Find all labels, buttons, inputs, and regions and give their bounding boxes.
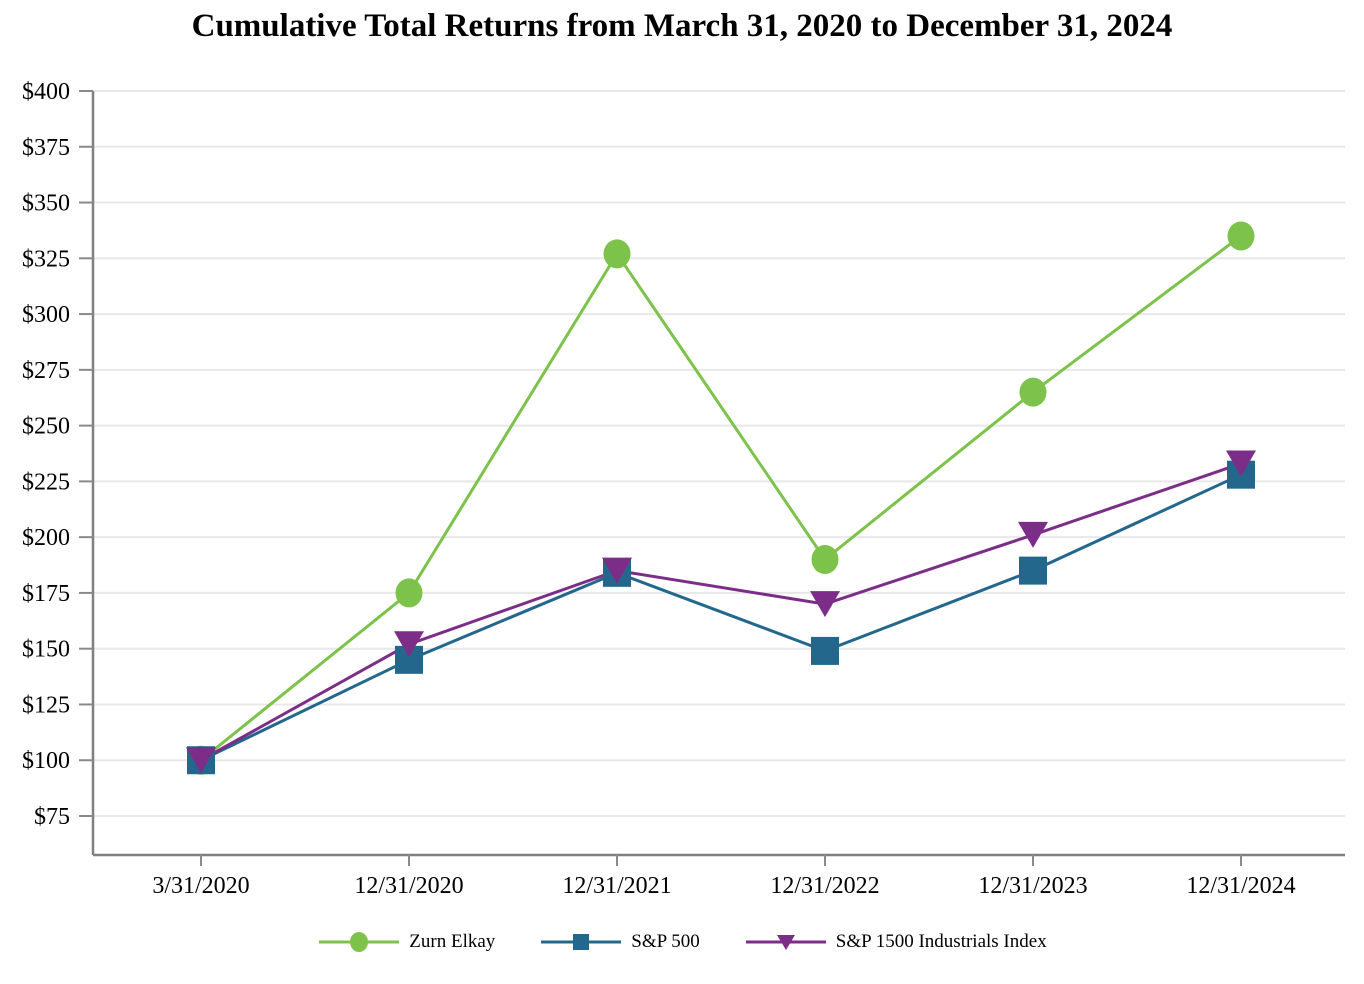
x-axis-tick-label: 12/31/2024 [1186,873,1295,899]
data-point-marker-zurn-elkay [603,239,631,269]
legend-square-marker-icon [541,934,622,950]
y-axis-tick-label: $100 [22,748,70,774]
cumulative-returns-line-chart: $400 $375 $350 $325 $300 $275 $250 $225 $200 $175… [22,79,1345,899]
y-axis-tick-label: $275 [22,358,70,384]
y-axis-tick-label: $300 [22,302,70,328]
legend-triangle-glyph [776,935,795,950]
y-axis-tick-label: $200 [22,525,70,551]
data-point-marker-zurn-elkay [395,578,423,608]
legend-triangle-marker-icon [745,935,826,950]
x-axis-tick-label: 12/31/2023 [978,873,1087,899]
chart-legend: Zurn Elkay S&P 500 S&P 1500 Industrials … [0,929,1364,955]
series-line-s-p-1500-industrials-index [200,462,1242,762]
x-axis-tick-label: 12/31/2020 [354,873,463,899]
legend-item-sp500: S&P 500 [539,929,700,955]
data-point-marker-s-p-500 [811,636,839,665]
legend-label-zurn-elkay: Zurn Elkay [409,931,496,952]
legend-label-sp500: S&P 500 [631,931,700,952]
data-point-marker-zurn-elkay [811,544,839,574]
data-point-marker-s-p-1500-industrials-index [810,591,840,618]
y-axis-tick-label: $150 [22,637,70,663]
legend-item-sp1500-industrials: S&P 1500 Industrials Index [744,929,1047,955]
data-point-marker-s-p-1500-industrials-index [1226,450,1256,477]
y-axis-tick-label: $225 [22,469,70,495]
y-axis-tick-label: $400 [22,79,70,105]
y-axis-tick-label: $325 [22,246,70,272]
data-point-marker-s-p-1500-industrials-index [394,631,424,658]
chart-title: Cumulative Total Returns from March 31, … [191,8,1173,44]
y-axis-tick-label: $375 [22,135,70,161]
data-point-marker-s-p-1500-industrials-index [1018,521,1048,548]
legend-circle-glyph [350,932,369,952]
legend-label-sp1500-industrials: S&P 1500 Industrials Index [835,931,1047,952]
y-axis-tick-label: $75 [34,804,70,830]
x-axis-tick-label: 3/31/2020 [152,873,249,899]
legend-item-zurn-elkay: Zurn Elkay [317,929,495,955]
legend-square-glyph [573,934,590,950]
series-line-s-p-500 [200,473,1242,762]
y-axis-tick-label: $350 [22,191,70,217]
data-point-marker-zurn-elkay [1227,221,1255,251]
legend-circle-marker-icon [319,932,400,952]
data-point-marker-zurn-elkay [1019,377,1047,407]
y-axis-tick-label: $175 [22,581,70,607]
data-point-marker-s-p-500 [1019,556,1047,585]
y-axis-tick-label: $250 [22,414,70,440]
y-axis-tick-label: $125 [22,692,70,718]
x-axis-tick-label: 12/31/2022 [770,873,879,899]
data-point-marker-s-p-1500-industrials-index [602,557,632,584]
data-point-marker-s-p-1500-industrials-index [186,747,216,774]
series-line-zurn-elkay [200,234,1242,762]
x-axis-tick-label: 12/31/2021 [562,873,671,899]
